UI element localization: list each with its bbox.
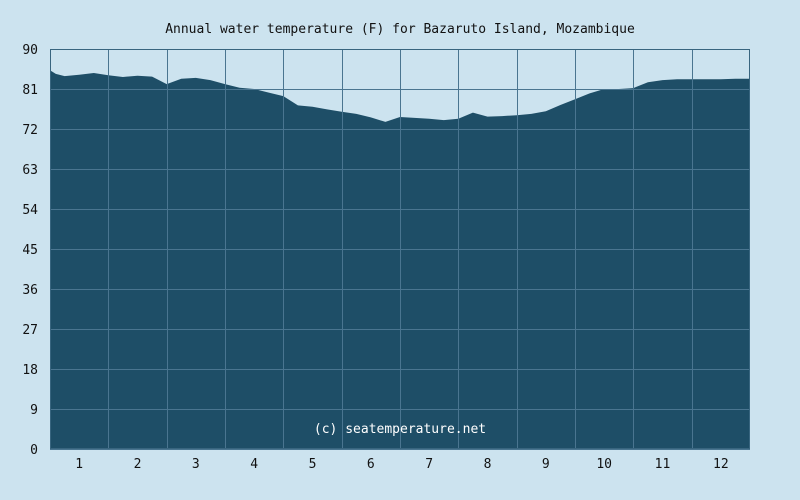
y-tick-label: 45 (22, 243, 38, 258)
y-tick-label: 36 (22, 283, 38, 298)
x-tick-label: 4 (250, 457, 258, 472)
y-tick-label: 90 (22, 43, 38, 58)
x-tick-label: 7 (425, 457, 433, 472)
x-tick-label: 8 (484, 457, 492, 472)
y-tick-label: 9 (30, 403, 38, 418)
plot-frame (50, 49, 750, 449)
x-tick-label: 2 (134, 457, 142, 472)
y-tick-label: 63 (22, 163, 38, 178)
y-tick-label: 18 (22, 363, 38, 378)
y-tick-label: 54 (22, 203, 38, 218)
x-tick-label: 9 (542, 457, 550, 472)
y-tick-label: 27 (22, 323, 38, 338)
chart-title: Annual water temperature (F) for Bazarut… (165, 22, 635, 37)
x-tick-label: 3 (192, 457, 200, 472)
x-tick-label: 5 (309, 457, 317, 472)
y-tick-label: 81 (22, 83, 38, 98)
x-tick-label: 1 (75, 457, 83, 472)
x-tick-label: 6 (367, 457, 375, 472)
y-tick-label: 0 (30, 443, 38, 458)
y-tick-label: 72 (22, 123, 38, 138)
x-tick-label: 12 (713, 457, 729, 472)
watermark-text: (c) seatemperature.net (314, 422, 486, 437)
x-tick-label: 11 (655, 457, 671, 472)
x-tick-label: 10 (596, 457, 612, 472)
